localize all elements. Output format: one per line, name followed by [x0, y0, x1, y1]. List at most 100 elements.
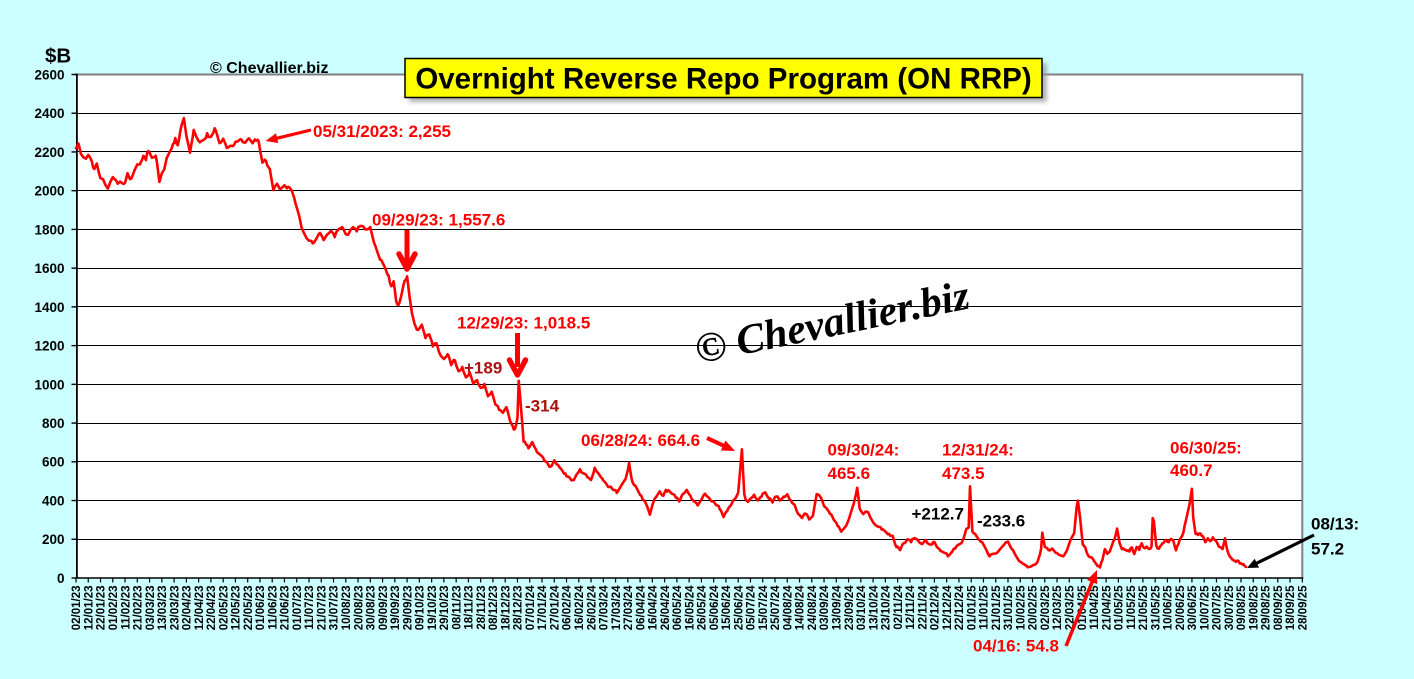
svg-text:460.7: 460.7: [1170, 461, 1213, 480]
svg-text:1200: 1200: [34, 339, 64, 354]
svg-text:21/05/25: 21/05/25: [1138, 585, 1150, 630]
svg-text:06/30/25:: 06/30/25:: [1170, 439, 1242, 458]
svg-text:26/04/24: 26/04/24: [660, 585, 672, 630]
svg-text:17/01/24: 17/01/24: [537, 585, 549, 630]
svg-text:19/08/25: 19/08/25: [1248, 585, 1260, 630]
svg-text:12/12/24: 12/12/24: [942, 585, 954, 630]
svg-text:27/01/24: 27/01/24: [549, 585, 561, 630]
svg-text:20/06/25: 20/06/25: [1175, 585, 1187, 630]
svg-text:01/02/23: 01/02/23: [108, 586, 120, 631]
svg-text:20/07/25: 20/07/25: [1212, 585, 1224, 630]
svg-text:01/07/23: 01/07/23: [292, 586, 304, 631]
svg-text:21/06/23: 21/06/23: [280, 586, 292, 631]
svg-text:05/07/24: 05/07/24: [746, 585, 758, 630]
svg-text:400: 400: [42, 493, 65, 508]
svg-text:09/30/24:: 09/30/24:: [828, 441, 900, 460]
svg-text:465.6: 465.6: [828, 464, 871, 483]
svg-text:18/12/23: 18/12/23: [500, 586, 512, 631]
svg-text:12/04/23: 12/04/23: [194, 586, 206, 631]
svg-text:12/01/23: 12/01/23: [83, 586, 95, 631]
svg-text:13/03/23: 13/03/23: [157, 586, 169, 631]
svg-text:01/05/25: 01/05/25: [1114, 585, 1126, 630]
svg-text:15/07/24: 15/07/24: [758, 585, 770, 630]
svg-text:31/05/25: 31/05/25: [1150, 585, 1162, 630]
svg-text:10/02/25: 10/02/25: [1015, 585, 1027, 630]
svg-text:09/09/23: 09/09/23: [378, 586, 390, 631]
svg-text:08/12/23: 08/12/23: [488, 586, 500, 631]
svg-text:23/10/24: 23/10/24: [881, 585, 893, 630]
svg-text:31/01/25: 31/01/25: [1003, 585, 1015, 630]
svg-text:10/07/25: 10/07/25: [1199, 585, 1211, 630]
svg-text:06/02/24: 06/02/24: [562, 585, 574, 630]
svg-text:01/06/23: 01/06/23: [255, 586, 267, 631]
svg-text:31/07/23: 31/07/23: [329, 586, 341, 631]
svg-text:13/10/24: 13/10/24: [868, 585, 880, 630]
svg-text:10/06/25: 10/06/25: [1163, 585, 1175, 630]
svg-text:07/01/24: 07/01/24: [525, 585, 537, 630]
svg-text:16/02/24: 16/02/24: [574, 585, 586, 630]
svg-text:28/12/23: 28/12/23: [513, 586, 525, 631]
svg-text:08/11/23: 08/11/23: [451, 586, 463, 630]
svg-text:02/01/23: 02/01/23: [71, 586, 83, 631]
svg-text:02/11/24: 02/11/24: [893, 585, 905, 630]
svg-text:0: 0: [57, 571, 65, 586]
svg-text:2600: 2600: [34, 67, 64, 82]
svg-text:+189: +189: [464, 359, 502, 378]
svg-text:1000: 1000: [34, 377, 64, 392]
svg-text:06/28/24: 664.6: 06/28/24: 664.6: [581, 431, 700, 450]
svg-text:29/09/23: 29/09/23: [402, 586, 414, 631]
svg-text:30/06/25: 30/06/25: [1187, 585, 1199, 630]
svg-text:20/02/25: 20/02/25: [1028, 585, 1040, 630]
svg-text:19/09/23: 19/09/23: [390, 586, 402, 631]
svg-text:26/02/24: 26/02/24: [586, 585, 598, 630]
svg-text:1800: 1800: [34, 222, 64, 237]
svg-text:16/04/24: 16/04/24: [648, 585, 660, 630]
svg-text:25/06/24: 25/06/24: [733, 585, 745, 630]
svg-text:03/03/23: 03/03/23: [145, 586, 157, 631]
svg-text:24/08/24: 24/08/24: [807, 585, 819, 630]
svg-text:02/05/23: 02/05/23: [218, 586, 230, 631]
svg-text:22/12/24: 22/12/24: [954, 585, 966, 630]
svg-text:22/03/25: 22/03/25: [1065, 585, 1077, 630]
svg-text:200: 200: [42, 532, 65, 547]
svg-text:16/05/24: 16/05/24: [684, 585, 696, 630]
svg-text:08/13:: 08/13:: [1311, 515, 1359, 534]
svg-text:11/07/23: 11/07/23: [304, 586, 316, 630]
svg-text:18/09/25: 18/09/25: [1285, 585, 1297, 630]
svg-text:Overnight Reverse Repo Program: Overnight Reverse Repo Program (ON RRP): [415, 63, 1031, 96]
svg-text:23/03/23: 23/03/23: [169, 586, 181, 631]
svg-text:+212.7: +212.7: [912, 505, 964, 524]
svg-text:10/08/23: 10/08/23: [341, 586, 353, 631]
svg-text:09/08/25: 09/08/25: [1236, 585, 1248, 630]
svg-text:26/05/24: 26/05/24: [697, 585, 709, 630]
svg-text:05/31/2023: 2,255: 05/31/2023: 2,255: [313, 122, 451, 141]
svg-text:22/01/23: 22/01/23: [96, 586, 108, 631]
svg-text:57.2: 57.2: [1311, 540, 1344, 559]
svg-text:03/10/24: 03/10/24: [856, 585, 868, 630]
svg-text:21/07/23: 21/07/23: [316, 586, 328, 631]
svg-text:18/11/23: 18/11/23: [464, 586, 476, 630]
svg-text:01/01/25: 01/01/25: [966, 585, 978, 630]
svg-text:473.5: 473.5: [942, 464, 985, 483]
svg-text:-314: -314: [525, 397, 560, 416]
svg-text:07/03/24: 07/03/24: [599, 585, 611, 630]
svg-text:$B: $B: [45, 45, 71, 68]
svg-text:05/06/24: 05/06/24: [709, 585, 721, 630]
svg-text:22/05/23: 22/05/23: [243, 586, 255, 631]
svg-text:11/05/25: 11/05/25: [1126, 585, 1138, 630]
svg-text:30/08/23: 30/08/23: [366, 586, 378, 631]
svg-text:22/11/24: 22/11/24: [917, 585, 929, 630]
svg-text:22/04/23: 22/04/23: [206, 586, 218, 631]
svg-text:15/06/24: 15/06/24: [721, 585, 733, 630]
svg-text:11/01/25: 11/01/25: [979, 585, 991, 630]
svg-text:12/29/23: 1,018.5: 12/29/23: 1,018.5: [457, 314, 590, 333]
svg-text:25/07/24: 25/07/24: [770, 585, 782, 630]
svg-text:600: 600: [42, 455, 65, 470]
svg-text:12/31/24:: 12/31/24:: [942, 441, 1014, 460]
svg-text:20/08/23: 20/08/23: [353, 586, 365, 631]
svg-text:-233.6: -233.6: [977, 512, 1025, 531]
svg-text:03/09/24: 03/09/24: [819, 585, 831, 630]
svg-text:09/10/23: 09/10/23: [415, 586, 427, 631]
svg-text:2400: 2400: [34, 106, 64, 121]
svg-text:11/04/25: 11/04/25: [1089, 585, 1101, 630]
